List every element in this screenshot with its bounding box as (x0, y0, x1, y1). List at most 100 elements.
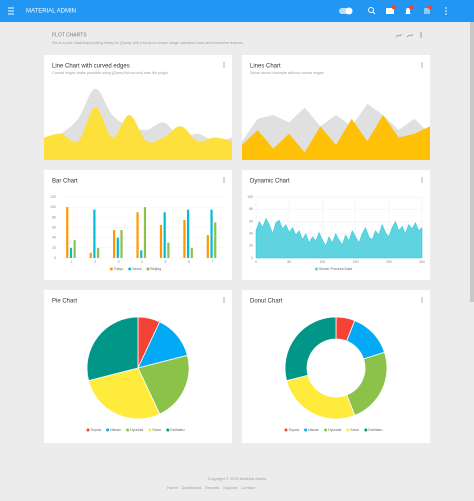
toggle-knob (345, 7, 353, 15)
legend-label: Hyundai (328, 428, 341, 432)
header-actions[interactable] (395, 32, 422, 38)
legend-swatch (146, 267, 150, 271)
card-menu[interactable] (223, 62, 225, 68)
legend-swatch (106, 428, 110, 432)
menu-dot (421, 66, 423, 68)
legend-swatch (109, 267, 113, 271)
menu-dot (223, 62, 225, 64)
card-menu[interactable] (223, 297, 225, 303)
menu-dot (421, 297, 423, 299)
legend-swatch (314, 267, 318, 271)
menu-dot (421, 179, 423, 181)
bar (66, 207, 69, 258)
notifications-button[interactable] (405, 8, 411, 14)
y-tick-label: 0 (54, 256, 56, 260)
menu-dot (421, 181, 423, 183)
legend-swatch (86, 428, 90, 432)
badge (408, 4, 414, 10)
slice (86, 316, 139, 382)
card-menu[interactable] (421, 177, 423, 183)
y-tick-label: 60 (52, 225, 56, 229)
legend-label: Daihatsu (170, 428, 184, 432)
menu-button[interactable] (8, 7, 14, 15)
x-tick-label: 3 (118, 260, 120, 264)
bar (89, 252, 92, 258)
mail-button[interactable] (386, 8, 394, 14)
legend-swatch (166, 428, 170, 432)
card (242, 290, 430, 443)
bar (210, 209, 213, 258)
legend: Server Process Data (314, 267, 352, 271)
slice (284, 316, 337, 382)
legend-label: Scion (152, 428, 161, 432)
top-bar (0, 0, 474, 22)
bar (187, 209, 190, 258)
copyright: Copyright © 2015 Material Admin (208, 476, 267, 481)
card-menu[interactable] (421, 297, 423, 303)
card-title: Pie Chart (52, 299, 77, 305)
x-tick-label: 200 (386, 260, 392, 264)
bar (120, 230, 123, 258)
card-title: Lines Chart (250, 64, 281, 70)
card-title: Bar Chart (52, 179, 78, 185)
bar (136, 212, 139, 258)
bar (167, 242, 170, 258)
menu-dot (223, 177, 225, 179)
area (242, 115, 430, 160)
x-tick-label: 2 (94, 260, 96, 264)
legend-swatch (284, 428, 288, 432)
badge (391, 4, 397, 10)
footer-link[interactable]: Reports (205, 485, 219, 490)
y-tick-label: 40 (52, 236, 56, 240)
x-tick-label: 6 (188, 260, 190, 264)
legend-label: Toyota (289, 428, 300, 432)
footer-link[interactable]: Contact (241, 485, 256, 490)
x-tick-label: 1 (71, 260, 73, 264)
footer-link[interactable]: Support (223, 485, 238, 490)
scrollbar[interactable] (470, 22, 474, 302)
card-title: Dynamic Chart (250, 179, 290, 185)
legend-label: Tokyo (114, 267, 123, 271)
legend-label: Server Process Data (319, 267, 352, 271)
card-subtitle: Same above example without curved edges (250, 71, 324, 75)
menu-dot (223, 179, 225, 181)
bar (143, 207, 147, 258)
x-tick-label: 0 (255, 260, 257, 264)
app-title: MATERIAL ADMIN (26, 9, 76, 15)
legend-swatch (364, 428, 368, 432)
card-title: Line Chart with curved edges (52, 64, 130, 70)
bar (190, 247, 193, 258)
menu-dot (421, 177, 423, 179)
y-tick-label: 20 (52, 246, 56, 250)
footer-link[interactable]: Dashboard (182, 485, 202, 490)
bar (206, 235, 209, 258)
card (242, 170, 430, 280)
menu-dot (421, 299, 423, 301)
card-menu[interactable] (421, 62, 423, 68)
more-button[interactable] (445, 7, 447, 15)
legend-swatch (324, 428, 328, 432)
bar (214, 222, 217, 258)
card-menu[interactable] (223, 177, 225, 183)
bar (93, 209, 96, 258)
footer-link[interactable]: Home (167, 485, 178, 490)
x-tick-label: 50 (287, 260, 291, 264)
legend-swatch (346, 428, 350, 432)
menu-dot (421, 301, 423, 303)
legend-swatch (304, 428, 308, 432)
x-tick-label: 100 (319, 260, 325, 264)
y-tick-label: 60 (249, 219, 253, 223)
page-subtitle: Flot is a pure JavaScript plotting libra… (52, 41, 244, 45)
bar (116, 237, 119, 258)
menu-dot (223, 181, 225, 183)
slice (88, 367, 161, 420)
legend-label: Nissan (110, 428, 121, 432)
legend: Toyota Nissan Hyundai Scion Daihatsu (284, 428, 382, 432)
search-button[interactable] (368, 7, 376, 15)
y-tick-label: 0 (251, 256, 253, 260)
bar (140, 250, 143, 258)
bar (69, 247, 73, 258)
bar (113, 230, 116, 258)
